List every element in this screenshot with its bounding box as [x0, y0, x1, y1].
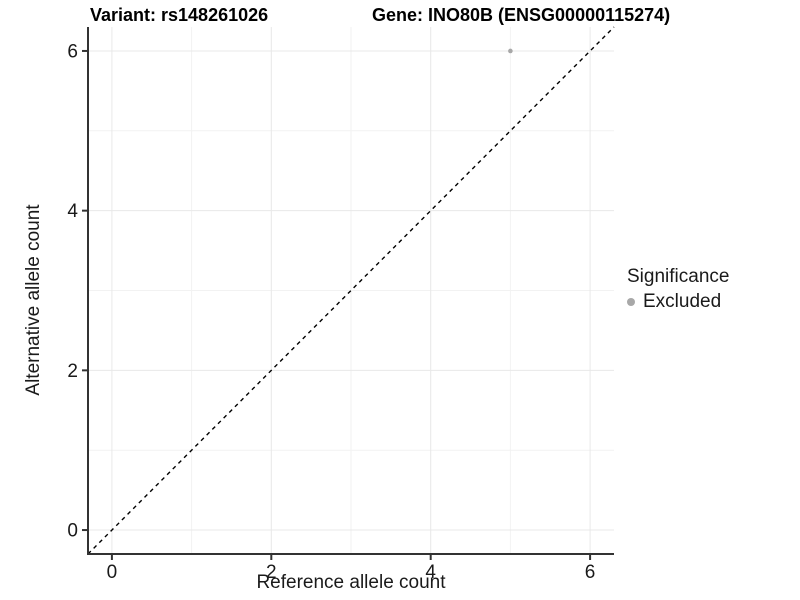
x-tick-label: 6 [585, 562, 596, 583]
y-tick-label: 6 [67, 41, 78, 62]
legend: Significance Excluded [627, 266, 729, 313]
legend-item-excluded: Excluded [627, 291, 729, 313]
x-tick-label: 0 [107, 562, 118, 583]
data-point [508, 48, 513, 54]
legend-title: Significance [627, 266, 730, 287]
legend-point-icon [627, 298, 635, 306]
y-tick-label: 4 [67, 201, 78, 222]
x-tick-label: 4 [425, 562, 436, 583]
y-tick-label: 2 [67, 361, 78, 382]
plot-title-variant: Variant: rs148261026 [90, 5, 269, 25]
x-tick-label: 2 [266, 562, 277, 583]
x-axis-label: Reference allele count [256, 572, 446, 593]
y-tick-label: 0 [67, 521, 78, 542]
plot-title-gene: Gene: INO80B (ENSG00000115274) [372, 5, 671, 25]
legend-item-label: Excluded [643, 291, 722, 312]
y-axis-label: Alternative allele count [23, 204, 44, 396]
